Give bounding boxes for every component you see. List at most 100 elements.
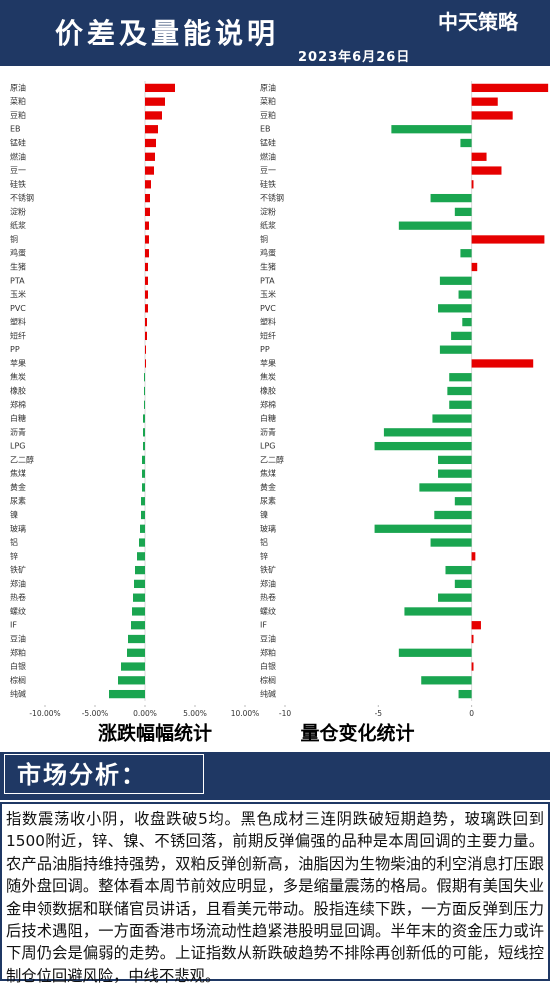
bar — [144, 386, 145, 396]
bar — [142, 469, 145, 478]
category-label: 苹果 — [260, 358, 276, 368]
bar — [145, 304, 148, 313]
bar — [145, 359, 146, 368]
category-label: 塑料 — [260, 317, 276, 327]
bar — [471, 262, 478, 272]
category-label: 铝 — [10, 537, 18, 547]
bar — [432, 414, 472, 423]
category-label: 不锈钢 — [10, 193, 34, 203]
category-label: 塑料 — [10, 317, 26, 327]
bar — [460, 138, 472, 148]
x-tick-label: -5 — [375, 709, 383, 718]
bar — [471, 97, 498, 106]
category-label: 原油 — [10, 82, 26, 92]
bar — [460, 249, 472, 258]
category-label: LPG — [260, 442, 275, 451]
bar — [145, 235, 149, 244]
category-label: 郑棉 — [260, 399, 276, 409]
bar — [145, 83, 175, 93]
bar — [145, 221, 149, 230]
category-label: EB — [10, 125, 21, 134]
category-label: 棕榈 — [260, 675, 276, 685]
category-label: PP — [260, 345, 270, 354]
category-label: 镍 — [10, 510, 18, 520]
bar — [132, 607, 145, 616]
category-label: 白银 — [10, 661, 26, 671]
category-label: 豆粕 — [10, 110, 26, 120]
bar — [458, 689, 472, 699]
x-tick-label: -5.00% — [82, 709, 109, 718]
bar — [142, 483, 145, 492]
bar — [144, 373, 145, 382]
category-label: 郑油 — [260, 578, 276, 588]
category-label: 焦炭 — [10, 372, 26, 382]
date: 2023年6月26日 — [298, 50, 411, 65]
bar — [145, 262, 148, 272]
x-tick-label: 0.00% — [133, 709, 157, 718]
category-label: 白糖 — [260, 413, 276, 423]
bar — [398, 221, 472, 230]
category-label: 玉米 — [10, 289, 26, 299]
bar — [135, 565, 145, 575]
category-label: 镍 — [260, 510, 268, 520]
category-label: 淀粉 — [10, 206, 26, 216]
bar — [145, 166, 154, 175]
bar — [430, 538, 472, 547]
bar — [434, 510, 472, 520]
category-label: 不锈钢 — [260, 193, 284, 203]
category-label: 铜 — [10, 234, 18, 244]
category-label: 郑粕 — [260, 647, 276, 657]
bar — [145, 111, 162, 120]
category-label: 淀粉 — [260, 206, 276, 216]
x-tick-label: -10 — [279, 709, 291, 718]
bar — [454, 579, 472, 589]
bar — [145, 290, 148, 299]
bar — [118, 676, 145, 685]
category-label: EB — [260, 125, 271, 134]
bar — [145, 152, 155, 161]
bar — [142, 455, 145, 465]
bar — [145, 207, 150, 217]
bar — [145, 249, 149, 258]
bar — [439, 276, 472, 285]
category-label: 尿素 — [10, 496, 26, 506]
bar — [421, 676, 472, 685]
bar — [430, 193, 472, 203]
category-label: 短纤 — [260, 330, 276, 340]
bar — [451, 331, 472, 341]
bar — [145, 138, 156, 148]
category-label: 短纤 — [10, 330, 26, 340]
bar — [458, 290, 472, 299]
category-label: 苹果 — [10, 358, 26, 368]
bar — [471, 235, 545, 244]
bar — [145, 97, 165, 106]
category-label: 豆一 — [260, 166, 276, 175]
bar — [471, 152, 487, 161]
x-tick-label: 0 — [469, 709, 474, 718]
category-label: 燃油 — [10, 151, 26, 161]
analysis-text: 指数震荡收小阴，收盘跌破5均。黑色成材三连阴跌破短期趋势，玻璃跌回到1500附近… — [0, 802, 550, 985]
bar — [143, 414, 145, 423]
bar — [128, 634, 145, 644]
category-label: 乙二醇 — [260, 454, 284, 464]
category-label: 螺纹 — [10, 606, 26, 616]
category-label: IF — [260, 621, 267, 630]
category-label: 豆油 — [10, 634, 26, 644]
bar — [140, 524, 145, 533]
bar — [471, 180, 474, 189]
category-label: 原油 — [260, 82, 276, 92]
category-label: 锌 — [10, 551, 18, 561]
category-label: 豆粕 — [260, 110, 276, 120]
bar — [471, 83, 549, 93]
bar — [438, 304, 472, 313]
category-label: 鸡蛋 — [260, 248, 276, 258]
x-tick-label: -10.00% — [29, 709, 60, 718]
header-band — [0, 0, 550, 66]
bar — [145, 193, 150, 203]
category-label: 燃油 — [260, 151, 276, 161]
bar — [144, 400, 145, 409]
bar — [471, 111, 513, 120]
bar — [454, 207, 472, 217]
bar — [143, 441, 145, 451]
bar — [471, 634, 474, 644]
